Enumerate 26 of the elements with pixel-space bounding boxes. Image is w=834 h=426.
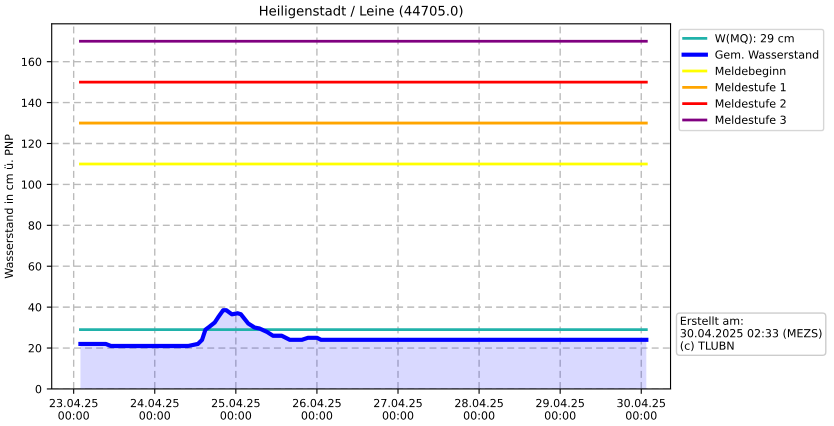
x-tick-label: 30.04.25 00:00 [617,398,666,420]
legend-label: Meldestufe 3 [716,115,786,124]
y-axis-title: Wasserstand in cm ü. PNP [4,134,14,278]
legend-label: Meldebeginn [716,66,786,78]
y-tick-label: 60 [28,262,42,271]
x-tick-label: 25.04.25 00:00 [212,398,260,420]
text: Erstellt am: 30.04.2025 02:33 (MEZS) (c) TLUBN [680,316,822,352]
legend-label: W(MQ): 29 cm [715,34,794,44]
y-tick-label: 20 [28,344,42,352]
y-tick-label: 160 [22,58,42,66]
x-tick-label: 27.04.25 00:00 [374,398,422,420]
y-tick-label: 100 [22,180,42,189]
x-tick-label: 28.04.25 00:00 [455,398,503,420]
y-tick-label: 0 [36,384,42,394]
x-tick-label: 24.04.25 00:00 [130,398,179,420]
legend-label: Meldestufe 1 [716,82,786,92]
x-tick-label: 23.04.25 00:00 [50,398,98,420]
y-tick-label: 40 [28,303,42,312]
y-tick-label: 80 [28,221,42,230]
chart-title: Heiligenstadt / Leine (44705.0) [260,5,462,18]
legend-label: Gem. Wasserstand [715,50,818,59]
legend-label: Meldestufe 2 [716,99,786,108]
y-tick-label: 120 [22,139,42,148]
y-tick-label: 140 [22,98,42,107]
x-tick-label: 26.04.25 00:00 [292,398,341,420]
x-tick-label: 29.04.25 00:00 [536,398,584,420]
